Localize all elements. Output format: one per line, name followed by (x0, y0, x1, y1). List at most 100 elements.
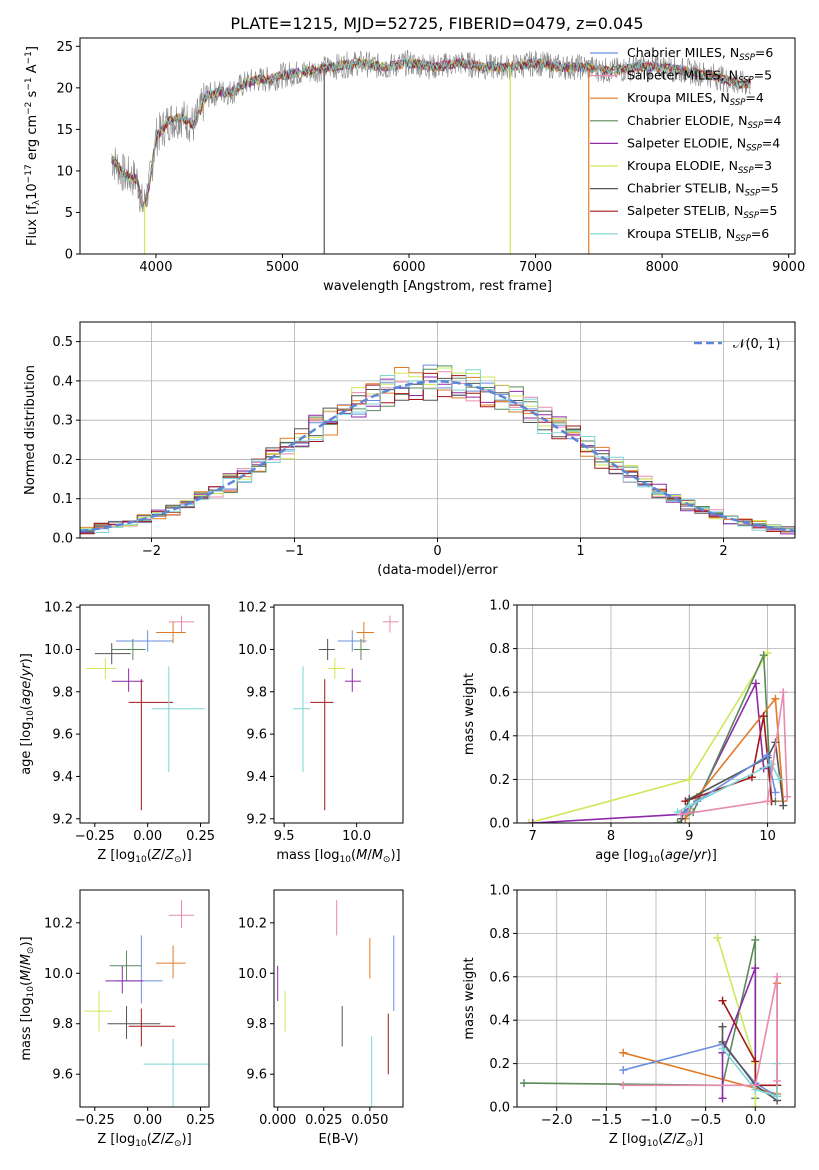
y-axis-label-part: mass weight (462, 673, 477, 755)
legend-label: Salpeter ELODIE, NSSP=4 (627, 135, 780, 153)
panel-age_vs_Z: −0.25 0.00 0.259.29.49.69.810.010.2Z [log1… (19, 601, 215, 865)
x-axis-label-part: Z [log (97, 1132, 135, 1147)
x-tick-label: 10.0 (342, 829, 371, 844)
x-axis-label-part: 10 (135, 855, 147, 865)
y-axis-label-part: mass weight (462, 957, 477, 1039)
mass-weight-marker (775, 775, 784, 784)
x-axis-label-part: Z (151, 1132, 162, 1147)
x-tick-label: 0.25 (186, 1113, 215, 1128)
mass-weight-line (721, 1000, 778, 1087)
x-tick-label: −1.0 (640, 1113, 672, 1128)
y-axis-label: mass weight (462, 673, 477, 755)
y-tick-label: 9.8 (52, 1017, 73, 1032)
y-tick-label: 0.2 (489, 1057, 510, 1072)
x-axis-label-part: )] (182, 848, 192, 863)
plot-area (524, 648, 792, 823)
legend-label-suffix: =5 (754, 68, 772, 83)
x-tick-label: 0.25 (186, 829, 215, 844)
legend-label: Salpeter STELIB, NSSP=5 (627, 203, 777, 221)
x-axis-label-part: Z (662, 1132, 673, 1147)
legend-label-subscript: SSP (747, 121, 763, 131)
x-axis-label-part: 10 (135, 1139, 147, 1149)
mass-weight-marker (751, 679, 760, 688)
x-tick-label: 9 (685, 829, 693, 844)
x-axis-label-part: yr (693, 848, 709, 863)
y-tick-label: 1.0 (489, 884, 510, 899)
x-axis-label-part: ( (147, 848, 152, 863)
y-tick-label: 10.0 (44, 967, 73, 982)
x-axis-label-part: 10 (648, 855, 660, 865)
y-axis-label-part: −2 (24, 102, 34, 115)
mass-weight-line (532, 680, 765, 823)
y-axis-label-part: 10 (26, 710, 36, 722)
x-tick-label: 0.050 (351, 1113, 388, 1128)
y-axis-label: age [log10(age/yr)] (19, 653, 36, 775)
legend-label: Kroupa MILES, NSSP=4 (627, 90, 764, 108)
x-tick-label: 0.000 (259, 1113, 296, 1128)
mass-weight-marker (718, 1094, 727, 1103)
plot-area (84, 900, 209, 1107)
plot-area (519, 933, 782, 1107)
y-tick-label: 0.4 (489, 729, 510, 744)
x-tick-label: −2 (142, 544, 161, 559)
x-axis-label-part: )] (182, 1132, 192, 1147)
mass-weight-marker (773, 972, 782, 981)
y-axis-label-part: M (19, 970, 34, 981)
y-axis-label-part: age [log (19, 722, 34, 775)
mass-weight-line (528, 652, 769, 823)
x-tick-label: 1 (576, 544, 584, 559)
x-tick-label: 0.00 (133, 829, 162, 844)
mass-weight-marker (773, 1092, 782, 1101)
y-tick-label: 10.0 (238, 643, 267, 658)
x-axis-label-part: Z [log (97, 848, 135, 863)
x-axis-label-part: age (665, 848, 689, 863)
mass-weight-marker (759, 651, 768, 660)
mass-weight-marker (619, 1081, 628, 1090)
x-axis-label-part: ⊙ (383, 855, 391, 865)
legend-label-text: Kroupa STELIB, N (627, 226, 735, 241)
panel-mass_vs_EBV: 0.000 0.025 0.050 9.6 9.8 10.0 10.2 E(B-V) (238, 889, 404, 1147)
plot-area (111, 49, 751, 254)
legend-label-suffix: =6 (751, 226, 769, 241)
y-tick-label: 9.6 (52, 1068, 73, 1083)
x-axis-label-part: Z (676, 1132, 687, 1147)
legend-label-suffix: =3 (754, 158, 772, 173)
mass-weight-marker (779, 801, 788, 810)
y-tick-label: 1.0 (489, 599, 510, 614)
x-axis-label-part: wavelength [Angstrom, rest frame] (323, 279, 552, 294)
x-tick-label: 8000 (646, 260, 679, 275)
x-tick-label: 4000 (139, 260, 172, 275)
x-tick-label: 9000 (772, 260, 805, 275)
mass-weight-marker (718, 1044, 727, 1053)
y-axis-label: Flux [fλ10−17 erg cm−2 s−1 A−1] (24, 46, 42, 246)
mass-weight-marker (771, 694, 780, 703)
legend-label-suffix: =4 (762, 135, 780, 150)
x-axis-label: E(B-V) (318, 1132, 358, 1147)
y-axis-label-part: Flux [f (25, 205, 40, 246)
x-tick-label: −0.25 (75, 1113, 115, 1128)
y-axis-label-part: )] (19, 936, 34, 946)
y-axis-label-part: / (19, 965, 34, 970)
y-axis-label-part: −1 (24, 77, 34, 90)
mass-weight-marker (677, 810, 686, 819)
mass-weight-marker (718, 1022, 727, 1031)
y-tick-label: 0.0 (52, 532, 73, 547)
y-tick-label: 9.6 (52, 728, 73, 743)
legend-label-subscript: SSP (738, 76, 754, 86)
legend-label-text: Chabrier STELIB, N (627, 181, 745, 196)
mass-weight-marker (685, 775, 694, 784)
mass-weight-line (721, 967, 757, 1099)
legend-label-subscript: SSP (739, 53, 755, 63)
plot-frame (273, 604, 404, 824)
x-axis-label-part: 10 (340, 855, 352, 865)
legend-label-subscript: SSP (743, 211, 759, 221)
mass-weight-marker (718, 996, 727, 1005)
mass-weight-line (681, 692, 788, 816)
mass-weight-marker (773, 1076, 782, 1085)
x-axis-label-part: Z (164, 848, 175, 863)
spectrum-model-line (111, 57, 751, 210)
legend-label-subscript: SSP (745, 189, 761, 199)
y-tick-label: 10.0 (44, 643, 73, 658)
x-axis-label-part: Z (151, 848, 162, 863)
panel-spectrum: 4000 5000 6000 7000 8000 9000 0 5 10 15 20 25 wavele… (24, 37, 805, 294)
